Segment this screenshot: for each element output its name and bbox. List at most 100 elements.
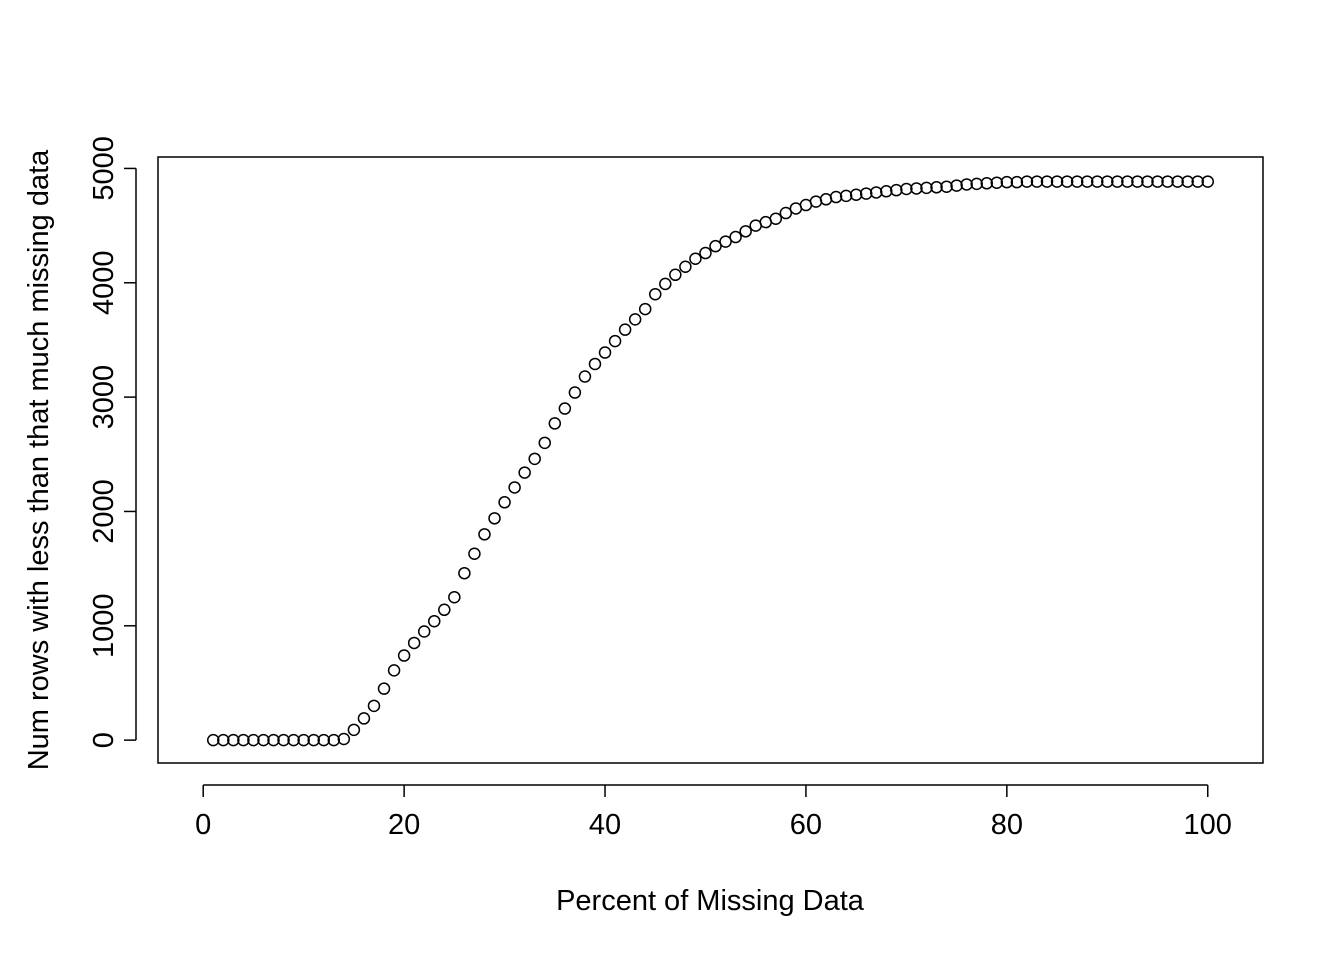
data-point bbox=[649, 287, 662, 301]
data-point bbox=[257, 733, 270, 747]
data-point bbox=[940, 180, 953, 193]
data-point bbox=[287, 733, 300, 747]
data-point bbox=[870, 186, 883, 199]
data-point bbox=[1171, 175, 1184, 188]
data-point bbox=[578, 370, 592, 383]
data-point bbox=[628, 313, 642, 326]
data-point bbox=[1030, 175, 1044, 188]
data-point bbox=[377, 682, 391, 695]
data-point bbox=[829, 190, 843, 204]
plot-frame bbox=[157, 156, 1264, 764]
data-point bbox=[910, 182, 923, 195]
data-point bbox=[769, 212, 783, 225]
data-point bbox=[588, 357, 602, 371]
data-point bbox=[890, 183, 903, 197]
data-point bbox=[528, 452, 541, 466]
data-point bbox=[1050, 175, 1064, 188]
data-point bbox=[1131, 175, 1144, 188]
data-point bbox=[679, 260, 692, 274]
data-point bbox=[669, 268, 682, 282]
y-tick-label: 2000 bbox=[88, 479, 120, 544]
data-point bbox=[920, 181, 933, 195]
data-point bbox=[508, 481, 521, 494]
data-point bbox=[1010, 175, 1024, 189]
data-point bbox=[598, 346, 612, 359]
data-point bbox=[568, 386, 582, 399]
data-point bbox=[247, 733, 260, 747]
data-point bbox=[689, 252, 702, 266]
data-point bbox=[1101, 175, 1114, 188]
data-point bbox=[859, 187, 873, 200]
data-point bbox=[638, 302, 652, 316]
x-tick-label: 80 bbox=[991, 809, 1023, 841]
data-point bbox=[337, 732, 351, 746]
data-point bbox=[417, 625, 431, 638]
data-point bbox=[237, 733, 250, 747]
data-point bbox=[448, 590, 461, 604]
data-point bbox=[558, 402, 572, 415]
x-tick-label: 60 bbox=[790, 809, 822, 841]
data-point bbox=[659, 277, 672, 291]
data-point bbox=[1181, 175, 1194, 188]
data-point bbox=[809, 195, 823, 208]
data-point bbox=[468, 547, 481, 561]
data-point bbox=[438, 603, 451, 617]
data-point bbox=[1000, 175, 1014, 189]
data-point bbox=[387, 664, 401, 677]
y-tick-label: 1000 bbox=[88, 594, 120, 659]
data-point bbox=[1141, 175, 1154, 188]
data-point bbox=[960, 178, 973, 191]
data-point bbox=[839, 189, 853, 203]
data-point bbox=[518, 466, 531, 479]
data-point bbox=[327, 733, 341, 747]
data-point bbox=[428, 614, 441, 628]
data-point bbox=[699, 246, 712, 260]
y-tick-label: 4000 bbox=[88, 251, 120, 316]
data-point bbox=[849, 188, 863, 201]
data-point bbox=[1191, 175, 1204, 188]
x-tick-label: 100 bbox=[1184, 809, 1232, 841]
y-tick-label: 3000 bbox=[88, 365, 120, 430]
data-point bbox=[1151, 175, 1164, 188]
data-point bbox=[548, 417, 562, 430]
data-point bbox=[307, 733, 320, 747]
data-point bbox=[930, 181, 943, 194]
data-point bbox=[1020, 175, 1034, 188]
data-point bbox=[317, 733, 330, 747]
data-point bbox=[1040, 175, 1054, 188]
data-point bbox=[488, 512, 501, 525]
y-tick-label: 0 bbox=[88, 732, 120, 748]
data-point bbox=[458, 566, 471, 580]
data-point bbox=[367, 699, 381, 713]
data-point bbox=[1091, 175, 1104, 188]
y-axis-label: Num rows with less than that much missin… bbox=[23, 149, 55, 770]
data-point bbox=[267, 733, 280, 747]
data-point bbox=[608, 334, 622, 348]
data-point bbox=[297, 733, 310, 747]
data-point bbox=[950, 179, 963, 192]
data-point bbox=[900, 182, 913, 196]
data-point bbox=[970, 177, 983, 191]
data-point bbox=[990, 176, 1004, 189]
data-point bbox=[1201, 175, 1214, 188]
data-point bbox=[207, 733, 220, 747]
data-point bbox=[227, 733, 240, 747]
data-point bbox=[1111, 175, 1124, 188]
data-point bbox=[980, 177, 993, 190]
data-point bbox=[347, 723, 361, 737]
data-point bbox=[709, 239, 722, 253]
x-axis: 0 20 40 60 80 100 bbox=[195, 784, 1232, 841]
data-points bbox=[207, 175, 1214, 747]
data-point bbox=[407, 636, 421, 650]
data-point bbox=[498, 496, 511, 509]
data-point bbox=[618, 323, 632, 336]
data-point bbox=[397, 649, 411, 662]
data-point bbox=[739, 225, 752, 238]
data-point bbox=[779, 206, 793, 220]
x-axis-label: Percent of Missing Data bbox=[556, 885, 865, 917]
data-point bbox=[819, 193, 833, 206]
x-tick-label: 20 bbox=[388, 809, 420, 841]
data-point bbox=[357, 712, 371, 725]
data-point bbox=[538, 436, 551, 450]
